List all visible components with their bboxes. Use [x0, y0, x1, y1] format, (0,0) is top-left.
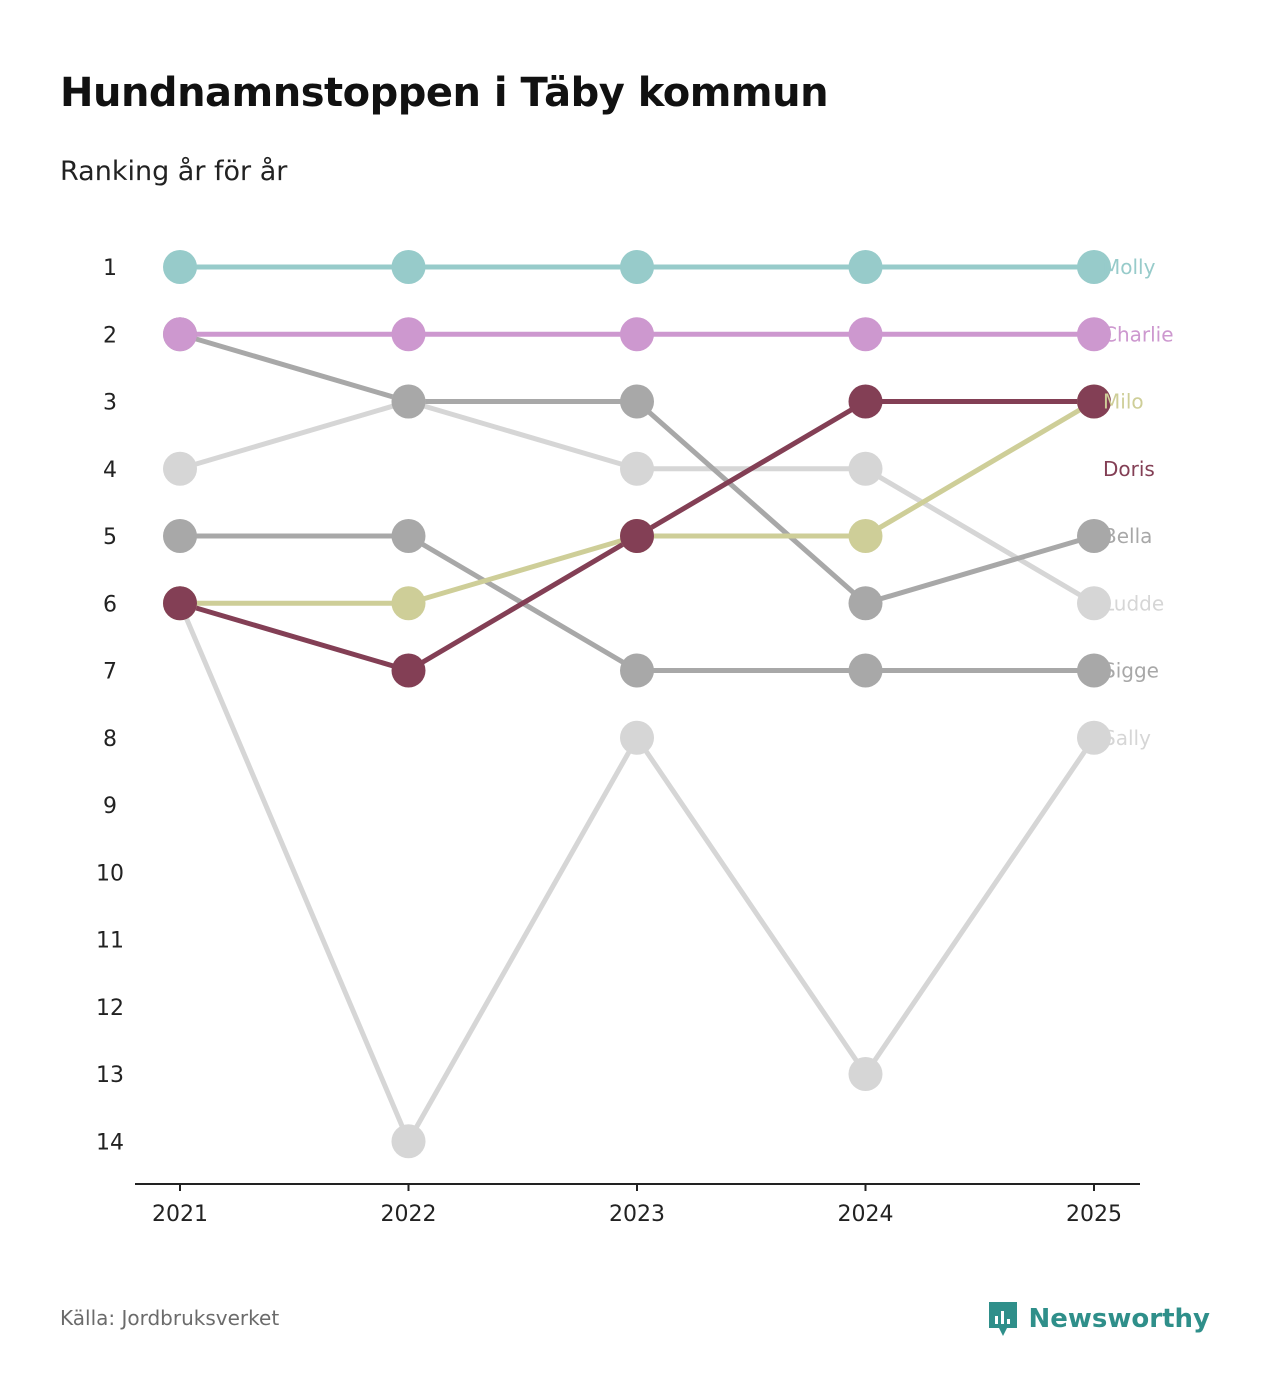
- point-charlie: [1077, 317, 1111, 352]
- newsworthy-icon: [988, 1302, 1017, 1336]
- y-tick-label: 2: [103, 323, 117, 348]
- point-bella: [391, 384, 426, 419]
- x-tick-label: 2022: [381, 1202, 437, 1227]
- point-doris: [163, 586, 197, 621]
- brand-name: Newsworthy: [1028, 1304, 1210, 1334]
- brand-logo: Newsworthy: [987, 1300, 1210, 1338]
- x-tick-label: 2021: [152, 1202, 208, 1227]
- point-bella: [620, 384, 654, 419]
- end-label-sigge: Sigge: [1103, 659, 1159, 683]
- point-ludde: [163, 451, 197, 486]
- point-doris: [620, 519, 654, 553]
- y-tick-label: 13: [96, 1063, 124, 1088]
- end-label-ludde: Ludde: [1103, 591, 1164, 615]
- end-label-doris: Doris: [1103, 457, 1155, 481]
- point-doris: [391, 653, 426, 688]
- point-molly: [848, 250, 883, 284]
- y-tick-label: 8: [103, 727, 117, 752]
- point-sigge: [391, 519, 426, 553]
- end-label-charlie: Charlie: [1103, 322, 1174, 346]
- point-charlie: [848, 317, 883, 352]
- point-ludde: [1077, 586, 1111, 621]
- point-sally: [848, 1057, 883, 1091]
- y-tick-label: 12: [96, 996, 124, 1021]
- y-tick-label: 11: [96, 929, 124, 954]
- point-molly: [391, 250, 426, 284]
- point-sally: [391, 1124, 426, 1159]
- y-tick-label: 5: [103, 525, 117, 550]
- line-ludde: [177, 399, 1097, 606]
- end-label-sally: Sally: [1103, 726, 1151, 750]
- point-doris: [1077, 384, 1111, 419]
- x-tick-label: 2025: [1066, 1202, 1122, 1227]
- y-tick-label: 10: [96, 861, 124, 886]
- point-ludde: [620, 451, 654, 486]
- y-tick-label: 4: [103, 458, 117, 483]
- point-sigge: [163, 519, 197, 553]
- chart-subtitle: Ranking år för år: [60, 156, 288, 187]
- point-milo: [391, 586, 426, 621]
- point-molly: [163, 250, 197, 284]
- point-sally: [620, 720, 654, 755]
- end-label-milo: Milo: [1103, 390, 1144, 414]
- end-label-bella: Bella: [1103, 524, 1152, 548]
- end-label-molly: Molly: [1103, 255, 1156, 279]
- point-sigge: [848, 653, 883, 688]
- x-tick-label: 2024: [838, 1202, 894, 1227]
- point-sigge: [620, 653, 654, 688]
- point-charlie: [391, 317, 426, 352]
- x-tick-label: 2023: [609, 1202, 665, 1227]
- point-charlie: [163, 317, 197, 352]
- point-sally: [1077, 720, 1111, 755]
- point-doris: [848, 384, 883, 419]
- point-ludde: [848, 451, 883, 486]
- y-tick-label: 6: [103, 592, 117, 617]
- x-axis: 2021 2022 2023 2024 2025: [135, 1183, 1140, 1227]
- point-molly: [1077, 250, 1111, 284]
- y-tick-label: 14: [96, 1130, 124, 1155]
- point-bella: [1077, 519, 1111, 553]
- y-tick-label: 3: [103, 391, 117, 416]
- point-sigge: [1077, 653, 1111, 688]
- y-tick-label: 9: [103, 794, 117, 819]
- series-points: [163, 250, 1111, 1159]
- point-molly: [620, 250, 654, 284]
- end-labels: Molly Charlie Milo Doris Bella Ludde Sigge Sall…: [1103, 255, 1174, 750]
- source-note: Källa: Jordbruksverket: [60, 1306, 280, 1330]
- chart-title: Hundnamnstoppen i Täby kommun: [60, 70, 829, 116]
- point-milo: [848, 519, 883, 553]
- line-milo: [177, 399, 1097, 606]
- y-tick-label: 7: [103, 660, 117, 685]
- y-tick-label: 1: [103, 256, 117, 281]
- point-charlie: [620, 317, 654, 352]
- point-bella: [848, 586, 883, 621]
